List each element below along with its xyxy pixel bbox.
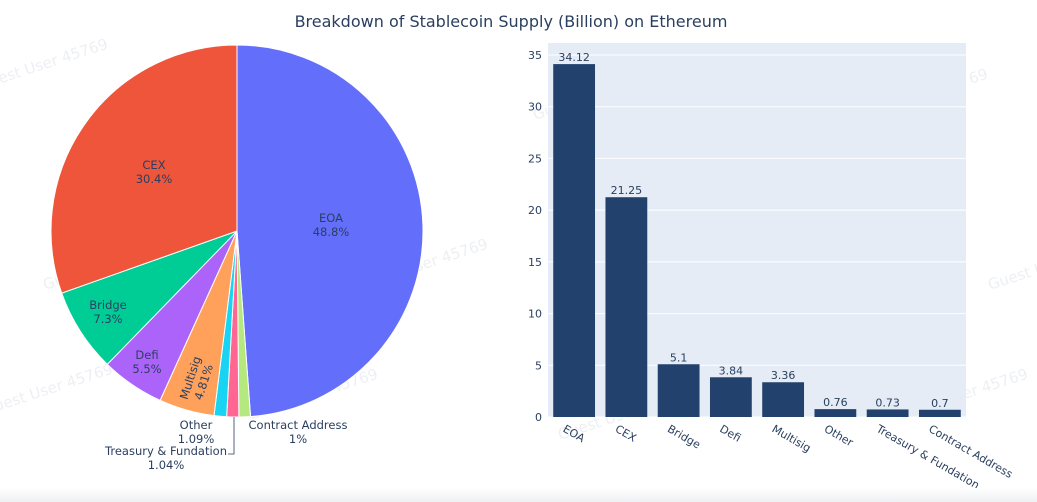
pie-label-defi: Defi 5.5% — [132, 348, 161, 376]
pie-label-bridge: Bridge 7.3% — [89, 298, 127, 326]
pie-label-other: Other 1.09% — [178, 418, 215, 446]
bar-contract-address[interactable] — [918, 409, 961, 417]
y-tick-label: 20 — [528, 204, 542, 217]
watermark-text: Guest User 45769 — [0, 360, 115, 419]
y-tick-label: 10 — [528, 308, 542, 321]
bar-bridge[interactable] — [657, 364, 700, 417]
pie-label-eoa: EOA 48.8% — [313, 211, 350, 239]
bar-value-label: 3.36 — [771, 369, 796, 382]
x-tick-label: Contract Address — [926, 422, 1015, 481]
chart-title: Breakdown of Stablecoin Supply (Billion)… — [295, 12, 728, 31]
bar-value-label: 34.12 — [558, 51, 590, 64]
bar-cex[interactable] — [605, 197, 648, 417]
pie-chart: EOA 48.8%Multisig4.81%Defi 5.5%Bridge 7.3%C… — [50, 44, 424, 472]
bar-defi[interactable] — [709, 377, 752, 417]
pie-leader-line — [228, 417, 235, 455]
bar-value-label: 5.1 — [670, 351, 688, 364]
bar-value-label: 0.7 — [931, 397, 949, 410]
pie-slice-eoa[interactable] — [236, 44, 424, 418]
watermark-text: Guest User 45769 — [986, 235, 1037, 294]
bar-value-label: 3.84 — [719, 364, 744, 377]
x-tick-label: CEX — [613, 422, 639, 445]
bar-multisig[interactable] — [762, 382, 805, 417]
y-tick-label: 5 — [535, 359, 542, 372]
y-tick-label: 0 — [535, 411, 542, 424]
x-tick-label: Multisig — [770, 422, 813, 455]
watermark-text: Guest User 45769 — [0, 35, 110, 94]
bar-treasury-fundation[interactable] — [866, 409, 909, 417]
y-tick-label: 35 — [528, 49, 542, 62]
bar-eoa[interactable] — [553, 64, 596, 417]
bar-value-label: 0.73 — [875, 396, 900, 409]
x-tick-label: Defi — [717, 422, 743, 444]
pie-slice-cex[interactable] — [50, 44, 238, 294]
bottom-edge — [0, 488, 1037, 502]
x-tick-label: Bridge — [665, 422, 703, 451]
pie-label-contract-address: Contract Address 1% — [249, 418, 348, 446]
y-tick-label: 30 — [528, 101, 542, 114]
bar-value-label: 21.25 — [611, 184, 643, 197]
bar-other[interactable] — [814, 409, 857, 417]
bar-value-label: 0.76 — [823, 396, 848, 409]
pie-label-treasury-fundation: Treasury & Fundation 1.04% — [104, 444, 227, 472]
pie-label-cex: CEX 30.4% — [136, 158, 173, 186]
y-tick-label: 15 — [528, 256, 542, 269]
x-tick-label: Other — [822, 422, 856, 449]
y-tick-label: 25 — [528, 152, 542, 165]
